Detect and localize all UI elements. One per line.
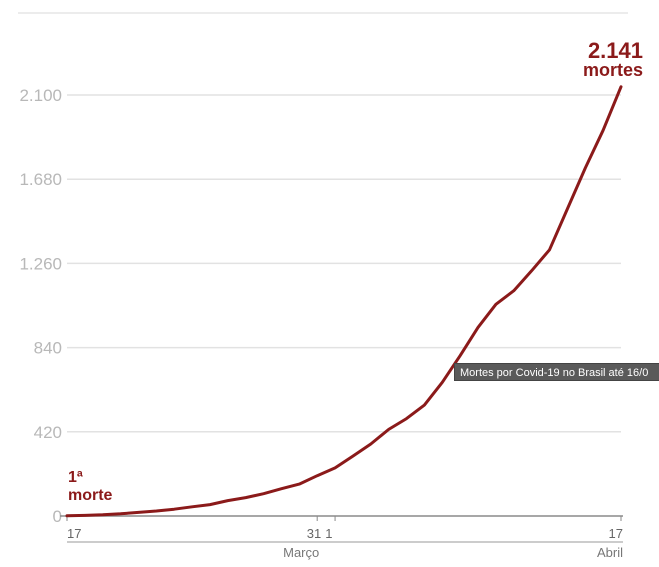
data-point [619, 85, 623, 89]
y-axis: 0 420 840 1.260 1.680 2.100 [19, 86, 62, 526]
y-tick-label: 0 [53, 507, 62, 526]
data-point [369, 442, 373, 446]
data-point [262, 492, 266, 496]
data-point [387, 427, 391, 431]
tooltip: Mortes por Covid-19 no Brasil até 16/0 [454, 363, 659, 381]
data-point [583, 166, 587, 170]
end-annotation-label: mortes [583, 60, 643, 80]
end-annotation-value: 2.141 [588, 38, 643, 63]
data-point [530, 269, 534, 273]
data-point [279, 487, 283, 491]
data-point [154, 509, 158, 513]
data-point [440, 380, 444, 384]
data-point [512, 289, 516, 293]
y-tick-label: 840 [34, 339, 62, 358]
y-tick-label: 1.680 [19, 170, 62, 189]
data-point [119, 512, 123, 516]
data-point [601, 128, 605, 132]
y-tick-label: 2.100 [19, 86, 62, 105]
start-annotation-line1: 1ª [68, 469, 83, 486]
series-line [65, 85, 623, 518]
data-point [548, 248, 552, 252]
y-tick-label: 420 [34, 423, 62, 442]
y-tick-label: 1.260 [19, 254, 62, 273]
data-point [190, 505, 194, 509]
data-point [458, 354, 462, 358]
x-tick-label: 31 [307, 526, 321, 541]
data-point [226, 499, 230, 503]
month-label: Abril [597, 545, 623, 560]
start-annotation-line2: morte [68, 487, 113, 504]
data-point [172, 507, 176, 511]
data-point [83, 513, 87, 517]
data-point [476, 325, 480, 329]
data-point [565, 207, 569, 211]
data-point [136, 510, 140, 514]
data-point [101, 513, 105, 517]
grid [67, 94, 621, 433]
data-point [297, 482, 301, 486]
data-point [333, 466, 337, 470]
data-point [405, 417, 409, 421]
data-point [208, 503, 212, 507]
data-point [422, 403, 426, 407]
data-point [244, 496, 248, 500]
data-point [351, 454, 355, 458]
data-point [315, 474, 319, 478]
month-label: Março [283, 545, 319, 560]
series-points [65, 85, 623, 518]
x-tick-label: 17 [67, 526, 81, 541]
x-axis: 17 31 1 17 Março Abril [66, 516, 623, 560]
x-tick-label: 17 [609, 526, 623, 541]
data-point [65, 514, 69, 518]
x-tick-label: 1 [325, 526, 332, 541]
data-point [494, 302, 498, 306]
